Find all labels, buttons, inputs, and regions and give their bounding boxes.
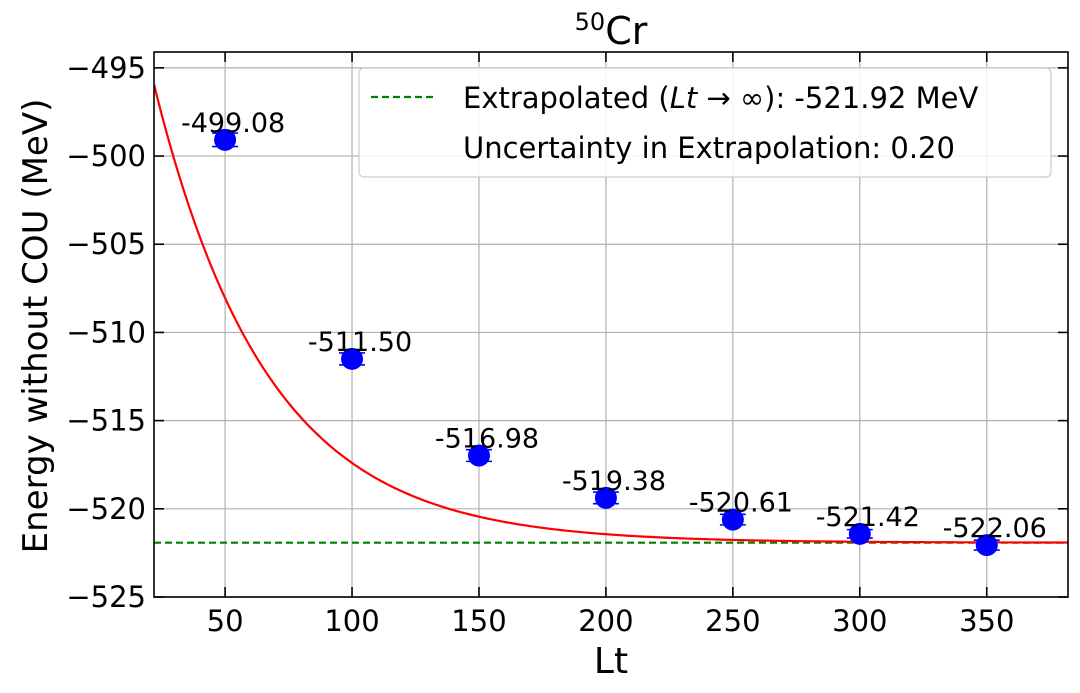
- data-point: [848, 522, 871, 545]
- data-label: -516.98: [435, 424, 539, 455]
- y-tick-label: −525: [66, 580, 146, 614]
- data-label: -521.42: [816, 502, 920, 533]
- x-tick-label: 350: [959, 604, 1014, 638]
- chart-title: 50Cr: [575, 8, 648, 53]
- data-label: -511.50: [308, 327, 412, 358]
- y-tick-label: −500: [66, 139, 146, 173]
- x-tick-label: 200: [578, 604, 633, 638]
- data-label: -520.61: [689, 488, 793, 519]
- y-tick-label: −505: [66, 227, 146, 261]
- legend-text-prefix: Extrapolated (: [463, 81, 670, 115]
- data-label: -499.08: [181, 108, 285, 139]
- legend: Extrapolated (Lt → ∞): -521.92 MeV Uncer…: [358, 67, 1052, 178]
- y-tick-label: −520: [66, 492, 146, 526]
- y-tick-label: −510: [66, 315, 146, 349]
- data-point: [721, 508, 744, 531]
- data-label: -522.06: [943, 513, 1047, 544]
- x-tick-label: 100: [324, 604, 379, 638]
- title-superscript: 50: [575, 8, 606, 36]
- y-tick-label: −515: [66, 404, 146, 438]
- plot-area: [154, 84, 1068, 544]
- legend-entry-extrapolated: Extrapolated (Lt → ∞): -521.92 MeV: [463, 81, 978, 115]
- plot-frame: [153, 51, 1069, 598]
- axis-ticks: 50 100 150 200 250 300 350 −525 −520 −515 −510 −505…: [66, 51, 1068, 638]
- x-axis-label: Lt: [594, 641, 628, 682]
- legend-entry-uncertainty: Uncertainty in Extrapolation: 0.20: [463, 131, 955, 165]
- x-tick-label: 250: [705, 604, 760, 638]
- data-point: [341, 347, 364, 370]
- data-labels: -499.08 -511.50 -516.98 -519.38 -520.61 -521.…: [181, 108, 1047, 544]
- title-main: Cr: [605, 9, 648, 53]
- x-tick-label: 150: [451, 604, 506, 638]
- legend-text-math: Lt: [670, 81, 699, 115]
- data-label: -519.38: [562, 466, 666, 497]
- x-tick-label: 300: [832, 604, 887, 638]
- legend-box: [358, 67, 1052, 178]
- data-points: [212, 128, 1000, 557]
- legend-text-suffix: ): -521.92 MeV: [764, 81, 978, 115]
- x-tick-label: 50: [207, 604, 244, 638]
- data-point: [975, 534, 998, 557]
- y-tick-label: −495: [66, 51, 146, 85]
- data-point: [214, 128, 237, 151]
- y-axis-label: Energy without COU (MeV): [16, 99, 56, 554]
- data-point: [467, 444, 490, 467]
- data-point: [594, 486, 617, 509]
- legend-text-arrow: → ∞: [697, 81, 764, 115]
- fit-curve: [154, 84, 1068, 544]
